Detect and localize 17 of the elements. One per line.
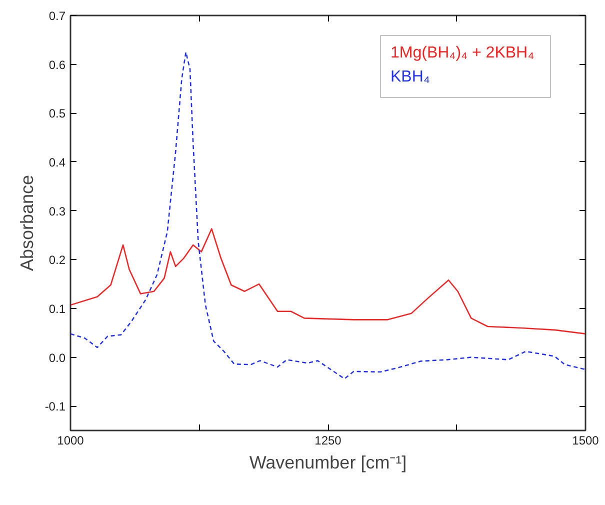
x-tick-label: 1250 xyxy=(314,434,342,448)
x-tick-label: 1000 xyxy=(57,434,84,448)
y-tick-label: 0.2 xyxy=(48,253,66,268)
y-tick-label: 0.5 xyxy=(48,106,66,121)
y-axis-title: Absorbance xyxy=(16,174,37,272)
text: KBH₄ xyxy=(390,68,430,86)
y-tick-label: 0.3 xyxy=(48,204,66,218)
y-tick-label: 0.0 xyxy=(48,350,66,365)
y-tick-label: -0.1 xyxy=(44,400,66,414)
line-series xyxy=(70,228,586,334)
x-axis-title: Wavenumber [cm⁻¹] xyxy=(249,452,407,472)
y-tick-label: 0.4 xyxy=(48,155,66,170)
y-tick-label: 0.6 xyxy=(48,58,66,72)
text: 1Mg(BH₄)₄ + 2KBH₄ xyxy=(390,44,534,62)
y-tick-label: 0.1 xyxy=(48,302,66,316)
x-tick-label: 1500 xyxy=(572,434,600,448)
y-tick-label: 0.7 xyxy=(48,9,66,23)
